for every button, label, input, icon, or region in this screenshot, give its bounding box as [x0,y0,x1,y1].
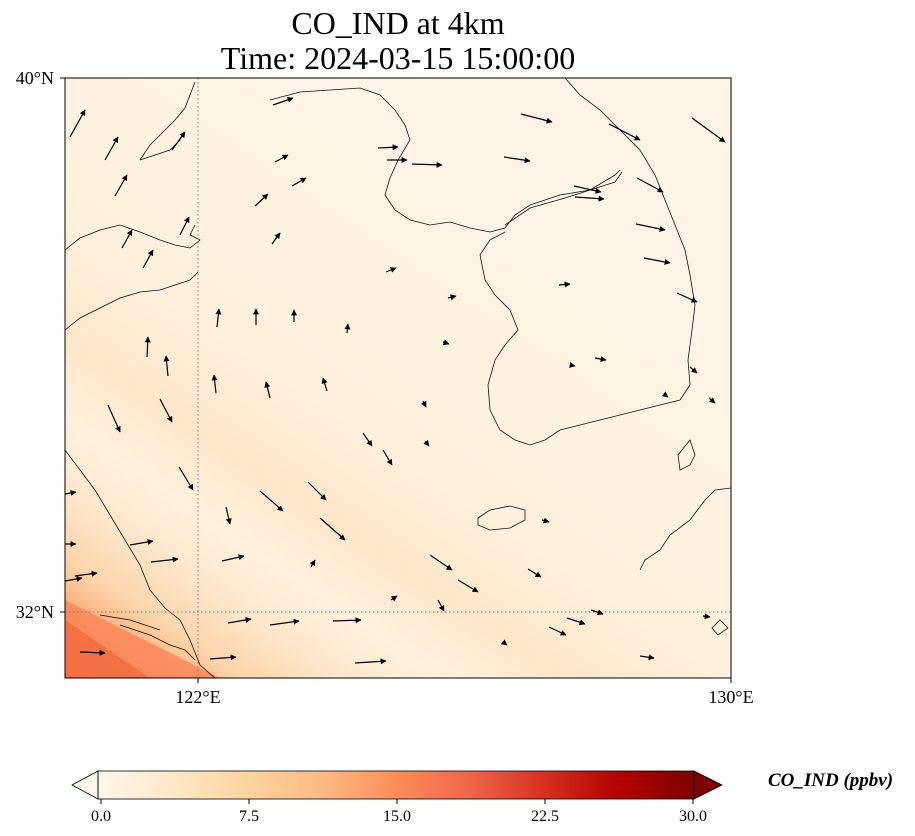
wind-arrow [178,466,194,491]
wind-arrow [259,490,284,512]
wind-arrow [390,595,398,602]
wind-arrow [159,398,173,423]
wind-arrow [271,232,281,245]
wind-arrow [209,654,237,661]
wind-arrow [548,626,567,636]
wind-arrow [423,439,430,447]
wind-arrow [689,366,698,374]
lat-label-32: 32°N [16,602,54,622]
wind-arrow [319,517,346,541]
wind-arrow [179,216,190,236]
coastline [65,78,731,678]
wind-arrow [362,432,373,447]
wind-arrow [661,391,669,398]
wind-arrow [269,618,300,626]
wind-arrow [79,649,106,656]
wind-arrow [385,267,397,273]
colorbar-tick-label: 30.0 [679,808,707,825]
map-subtitle-time: Time: 2024-03-15 15:00:00 [220,40,576,76]
wind-arrow [377,144,399,151]
wind-arrow [221,554,245,562]
wind-vectors [65,96,726,665]
wind-arrow [590,609,604,616]
wind-arrow [691,117,726,143]
wind-arrow [144,336,151,358]
wind-arrow [457,579,479,593]
wind-arrow [215,308,222,328]
wind-arrow [65,575,83,582]
wind-arrow [65,490,77,496]
wind-arrow [639,654,655,661]
wind-arrow [354,658,387,665]
wind-arrow [321,377,328,392]
wind-arrow [541,517,550,524]
wind-arrow [574,195,605,202]
wind-arrow [74,570,98,577]
lon-label-122: 122°E [175,687,220,707]
wind-arrow [211,374,218,394]
wind-arrow [107,404,121,433]
wind-arrow [447,294,457,301]
wind-arrow [114,174,128,197]
wind-arrow [702,613,711,620]
wind-arrow [676,292,698,303]
wind-arrow [608,123,641,141]
colorbar [71,770,723,804]
wind-arrow [566,617,586,626]
map-title: CO_IND at 4km [291,5,505,41]
colorbar-extend-high [693,770,723,800]
wind-arrow [142,249,154,269]
colorbar-extend-low [71,770,99,800]
wind-arrow [332,617,362,624]
wind-arrow [635,223,666,232]
wind-arrow [520,113,553,124]
wind-arrow [442,339,450,346]
wind-arrow [382,449,393,466]
gridlines [65,78,731,678]
colorbar-tick-label: 0.0 [91,808,111,825]
colorbar-tick-label: 15.0 [383,808,411,825]
wind-arrow [558,281,571,288]
wind-arrow [527,568,542,578]
wind-arrow [309,559,316,568]
wind-arrow [344,323,351,334]
wind-arrow [429,554,453,571]
wind-arrow [573,185,602,194]
wind-arrow [569,361,576,368]
wind-arrow [411,161,443,168]
wind-arrow [291,177,307,187]
wind-arrow [594,356,607,362]
wind-arrow [171,131,186,151]
wind-arrow [500,639,508,646]
wind-arrow [503,156,531,164]
wind-arrow [420,400,427,408]
lon-label-130: 130°E [708,687,753,707]
wind-arrow [121,229,133,249]
wind-arrow [437,599,445,612]
wind-arrow [227,616,252,624]
wind-arrow [708,397,716,404]
wind-arrow [129,538,154,546]
wind-arrow [272,96,294,106]
wind-arrow [163,355,170,377]
wind-arrow [225,506,232,525]
concentration-field [65,78,731,678]
wind-arrow [104,136,119,161]
colorbar-tick-label: 22.5 [531,808,559,825]
colorbar-label: CO_IND (ppbv) [768,770,894,791]
lat-label-40: 40°N [16,68,54,88]
wind-arrow [274,154,289,163]
wind-arrow [264,381,271,399]
map-frame [64,77,732,679]
wind-arrow [636,177,664,193]
wind-arrow [643,257,671,265]
wind-arrow [307,481,327,501]
wind-arrow [150,556,179,563]
wind-arrow [69,109,86,138]
colorbar-tick-label: 7.5 [239,808,259,825]
wind-arrow [254,193,269,207]
